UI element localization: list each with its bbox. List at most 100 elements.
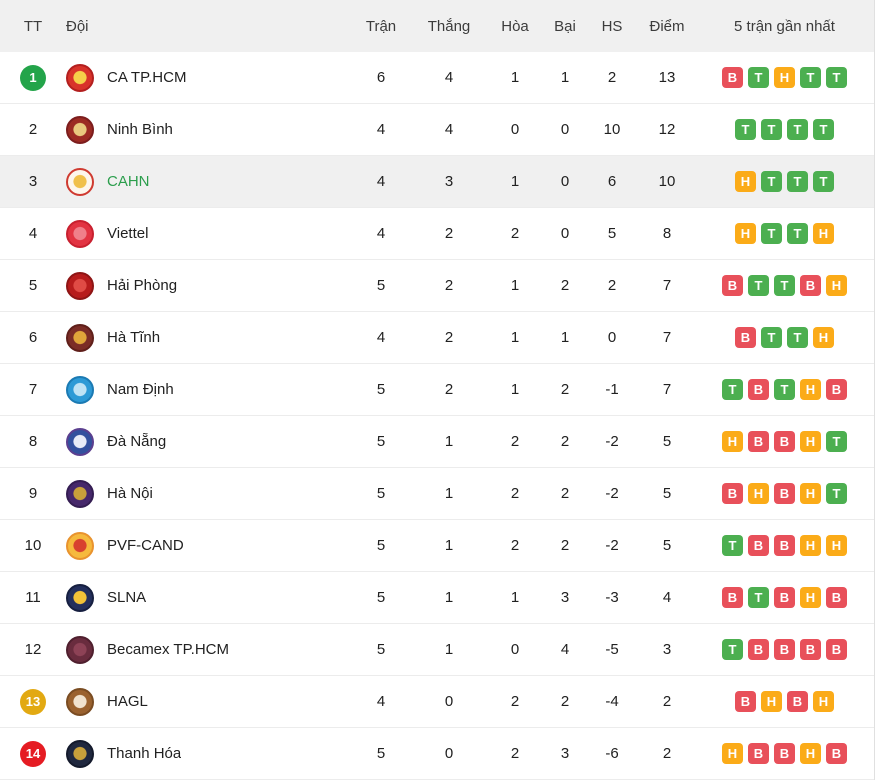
position-cell: 1: [0, 64, 66, 91]
drawn-cell: 1: [510, 589, 520, 606]
drawn-cell: 2: [510, 433, 520, 450]
points-cell: 7: [662, 277, 672, 294]
form-result-badge: H: [722, 431, 743, 452]
won-cell: 1: [444, 433, 454, 450]
team-crest-icon: [66, 271, 94, 300]
team-crest-icon: [66, 687, 94, 716]
team-crest-icon: [66, 583, 94, 612]
team-cell: Thanh Hóa: [66, 739, 349, 768]
form-result-badge: T: [735, 119, 756, 140]
team-cell: CA TP.HCM: [66, 63, 349, 92]
header-won: Thắng: [427, 17, 471, 35]
form-result-badge: H: [735, 171, 756, 192]
lost-cell: 2: [560, 277, 570, 294]
lost-cell: 0: [560, 121, 570, 138]
goal-diff-cell: 2: [607, 277, 617, 294]
position-badge: 14: [20, 740, 46, 767]
form-result-badge: B: [735, 327, 756, 348]
goal-diff-cell: -4: [605, 693, 619, 710]
header-lost: Bại: [554, 17, 576, 35]
drawn-cell: 1: [510, 381, 520, 398]
form-result-badge: B: [826, 743, 847, 764]
form-result-badge: T: [813, 119, 834, 140]
lost-cell: 2: [560, 381, 570, 398]
form-result-badge: T: [722, 639, 743, 660]
team-name: Hải Phòng: [107, 277, 178, 294]
team-crest-icon: [66, 635, 94, 664]
form-result-badge: H: [748, 483, 769, 504]
position-cell: 10: [0, 537, 66, 554]
team-name: Nam Định: [107, 381, 174, 398]
goal-diff-cell: 2: [607, 69, 617, 86]
won-cell: 1: [444, 537, 454, 554]
lost-cell: 2: [560, 433, 570, 450]
form-result-badge: H: [826, 275, 847, 296]
form-result-badge: B: [800, 639, 821, 660]
points-cell: 8: [662, 225, 672, 242]
played-cell: 4: [376, 225, 386, 242]
goal-diff-cell: -6: [605, 745, 619, 762]
team-cell: Hải Phòng: [66, 271, 349, 300]
won-cell: 2: [444, 329, 454, 346]
form-result-badge: B: [774, 743, 795, 764]
position-cell: 12: [0, 641, 66, 658]
header-last5-form: 5 trận gần nhất: [734, 17, 835, 35]
won-cell: 3: [444, 173, 454, 190]
position-number: 7: [28, 381, 38, 398]
position-number: 2: [28, 121, 38, 138]
team-name: Becamex TP.HCM: [107, 641, 229, 658]
played-cell: 5: [376, 589, 386, 606]
won-cell: 4: [444, 69, 454, 86]
goal-diff-cell: -3: [605, 589, 619, 606]
team-crest-icon: [66, 63, 94, 92]
team-cell: SLNA: [66, 583, 349, 612]
team-name: HAGL: [107, 693, 148, 710]
position-cell: 9: [0, 485, 66, 502]
position-cell: 7: [0, 381, 66, 398]
goal-diff-cell: -1: [605, 381, 619, 398]
form-result-badge: B: [748, 379, 769, 400]
form-result-badge: H: [813, 327, 834, 348]
form-result-badge: T: [787, 119, 808, 140]
team-crest-icon: [66, 167, 94, 196]
form-result-badge: H: [722, 743, 743, 764]
lost-cell: 3: [560, 745, 570, 762]
form-result-badge: H: [826, 535, 847, 556]
played-cell: 4: [376, 121, 386, 138]
team-cell: PVF-CAND: [66, 531, 349, 560]
points-cell: 2: [662, 693, 672, 710]
form-result-badge: B: [787, 691, 808, 712]
form-result-badge: H: [813, 691, 834, 712]
goal-diff-cell: 10: [603, 121, 621, 138]
position-cell: 4: [0, 225, 66, 242]
team-cell: Hà Nội: [66, 479, 349, 508]
goal-diff-cell: 5: [607, 225, 617, 242]
goal-diff-cell: -2: [605, 433, 619, 450]
played-cell: 5: [376, 433, 386, 450]
form-result-badge: B: [722, 67, 743, 88]
points-cell: 3: [662, 641, 672, 658]
form-result-badge: H: [800, 743, 821, 764]
header-goal-diff: HS: [601, 17, 623, 35]
